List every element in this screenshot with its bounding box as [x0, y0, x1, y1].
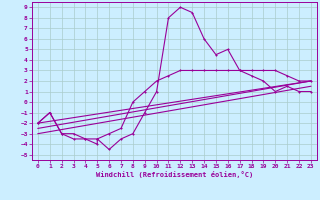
X-axis label: Windchill (Refroidissement éolien,°C): Windchill (Refroidissement éolien,°C) — [96, 171, 253, 178]
